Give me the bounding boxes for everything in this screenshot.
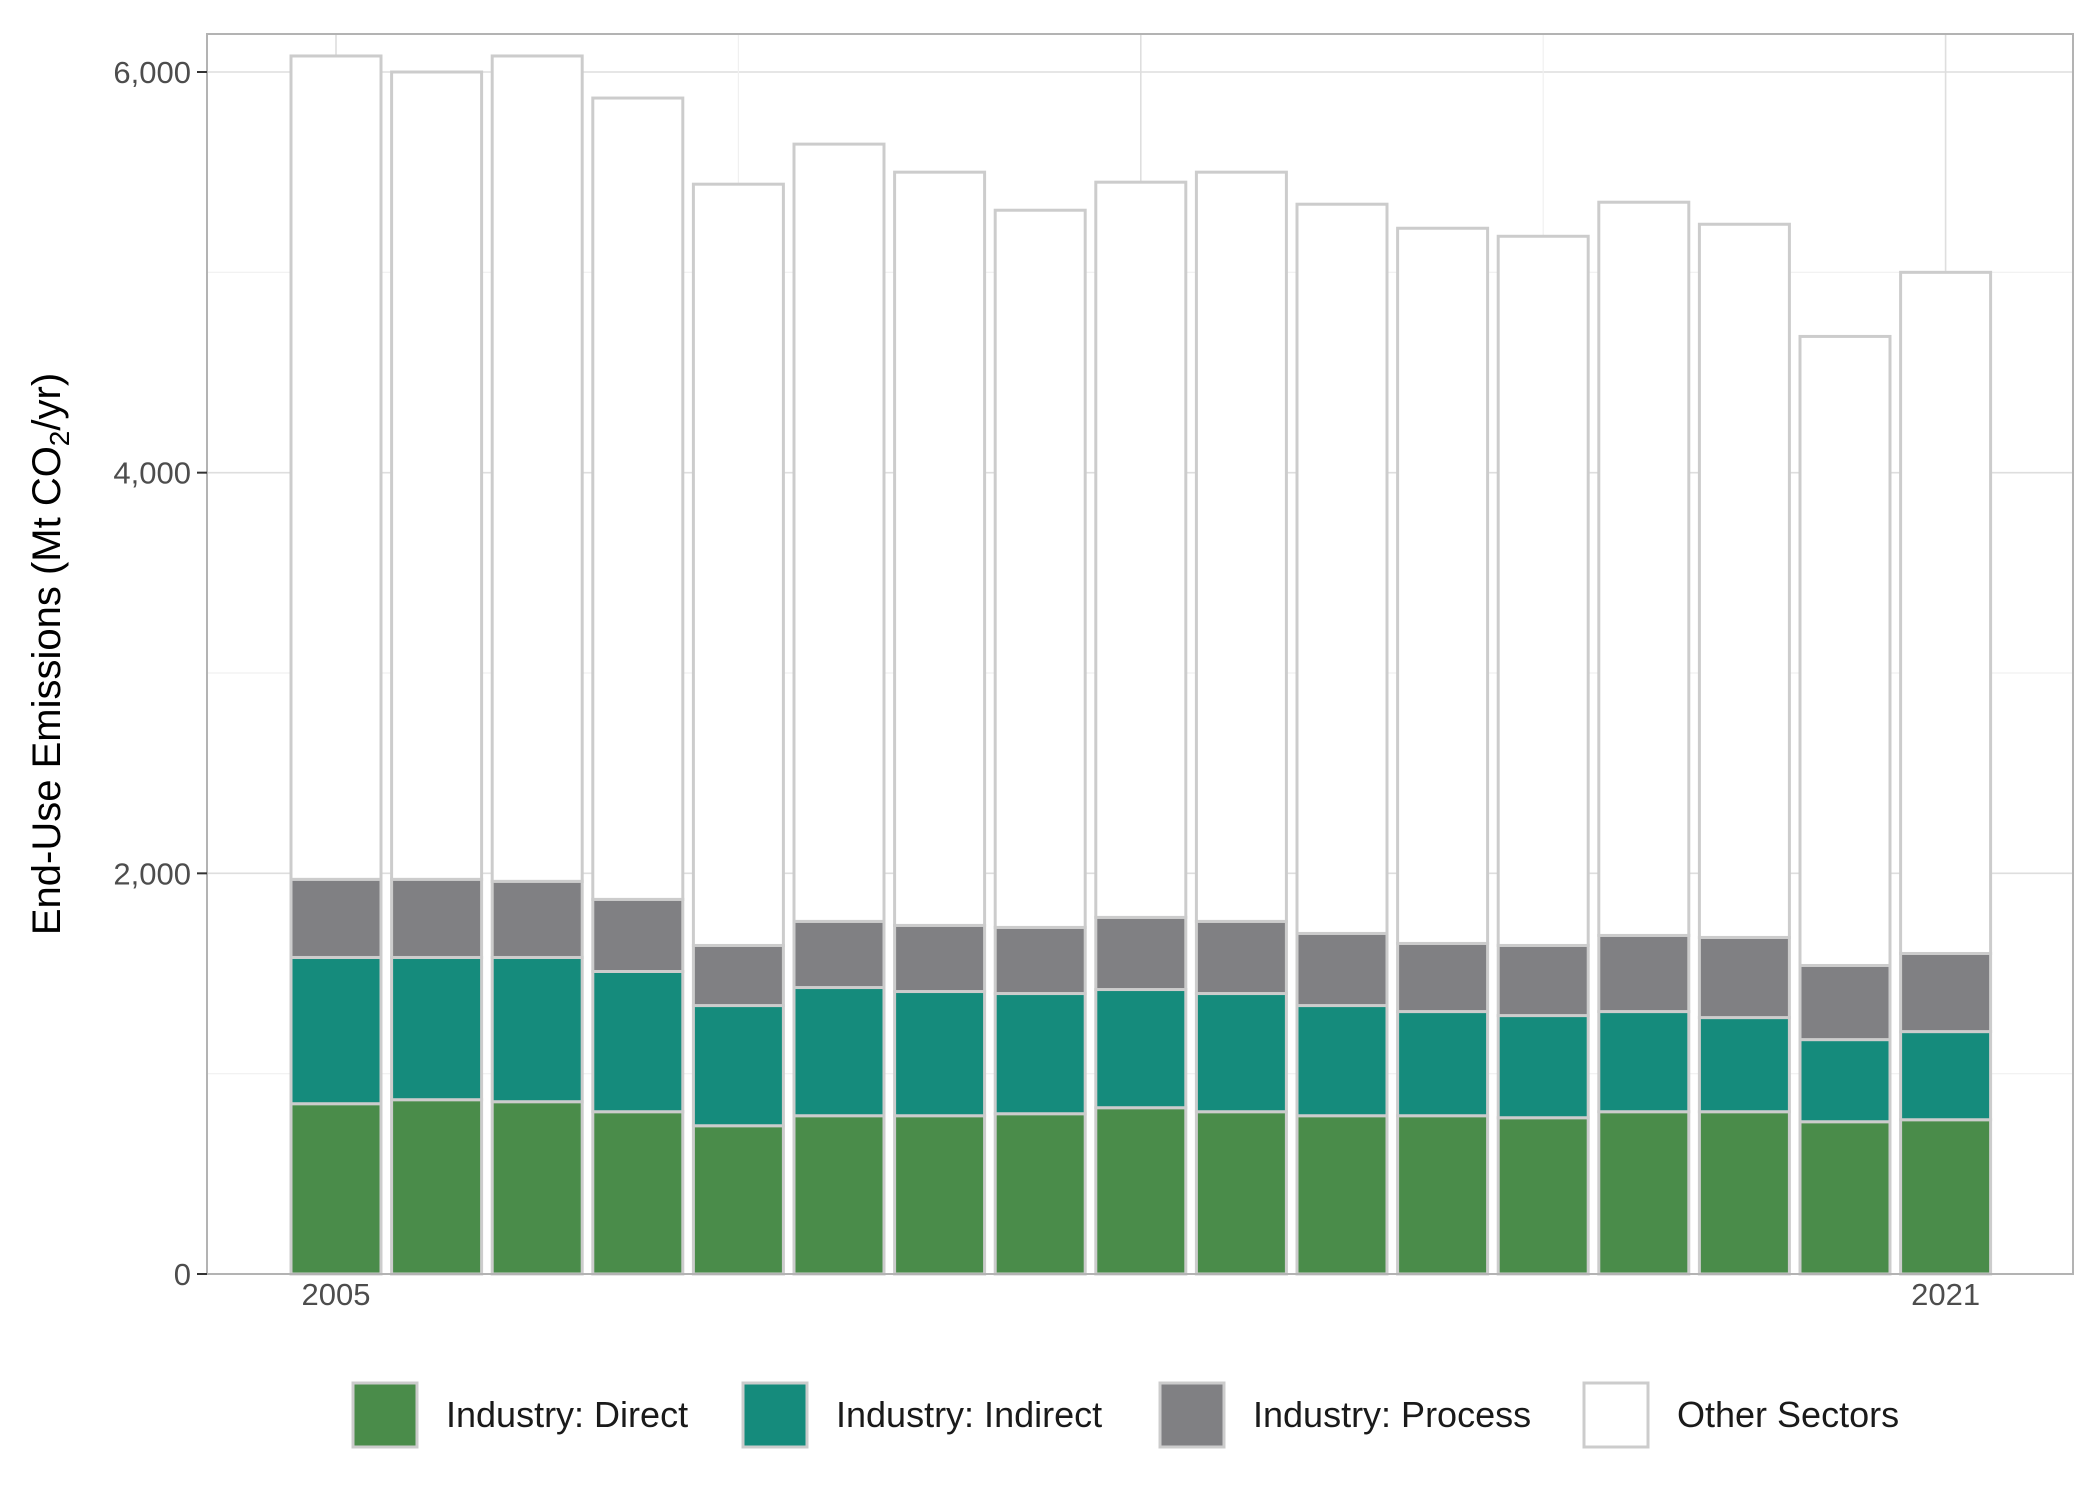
legend-key-industry-indirect: [741, 1381, 809, 1449]
bar-segment-industry-process-2012: [993, 925, 1087, 996]
bar-segment-other-sectors-2017: [1496, 234, 1590, 947]
bar-segment-industry-process-2021: [1899, 951, 1993, 1034]
bars: [289, 54, 1993, 1276]
legend-key-other-sectors: [1582, 1381, 1650, 1449]
bar-segment-industry-indirect-2005: [289, 955, 383, 1106]
bar-segment-industry-direct-2005: [289, 1102, 383, 1276]
bar-segment-industry-indirect-2009: [691, 1004, 785, 1128]
bar-segment-industry-indirect-2014: [1194, 992, 1288, 1114]
bar-segment-industry-indirect-2013: [1094, 988, 1188, 1110]
bar-segment-industry-direct-2009: [691, 1124, 785, 1276]
bar-segment-industry-indirect-2011: [893, 990, 987, 1118]
legend: Industry: Direct Industry: Indirect Indust…: [351, 1381, 1899, 1449]
bar-segment-other-sectors-2006: [390, 70, 484, 881]
bar-segment-industry-process-2016: [1396, 941, 1490, 1014]
bar-segment-industry-process-2013: [1094, 915, 1188, 992]
y-axis-title: End-Use Emissions (Mt CO2/yr): [25, 373, 75, 935]
legend-label-industry-direct: Industry: Direct: [446, 1394, 688, 1435]
bar-segment-industry-direct-2015: [1295, 1114, 1389, 1276]
bar-segment-industry-process-2009: [691, 943, 785, 1008]
bar-segment-industry-process-2019: [1697, 935, 1791, 1020]
y-axis-title-subscript: 2: [44, 431, 75, 447]
bar-segment-other-sectors-2010: [792, 142, 886, 923]
bar-segment-other-sectors-2005: [289, 54, 383, 881]
y-axis-title-prefix: End-Use Emissions (Mt CO: [25, 446, 69, 935]
bar-segment-other-sectors-2015: [1295, 202, 1389, 935]
bar-segment-industry-indirect-2007: [490, 955, 584, 1104]
y-tick-label: 0: [174, 1257, 191, 1292]
bar-segment-industry-direct-2006: [390, 1098, 484, 1276]
bar-segment-industry-direct-2012: [993, 1112, 1087, 1276]
y-axis-title-suffix: /yr): [25, 373, 69, 431]
bar-segment-industry-process-2010: [792, 919, 886, 990]
bar-segment-other-sectors-2021: [1899, 270, 1993, 955]
x-tick-label: 2021: [1911, 1277, 1980, 1312]
legend-label-industry-process: Industry: Process: [1253, 1394, 1531, 1435]
bar-segment-other-sectors-2013: [1094, 180, 1188, 919]
legend-key-industry-process: [1158, 1381, 1226, 1449]
bar-segment-other-sectors-2011: [893, 170, 987, 927]
bar-segment-industry-direct-2017: [1496, 1116, 1590, 1276]
bar-segment-industry-indirect-2015: [1295, 1004, 1389, 1118]
bar-segment-industry-process-2005: [289, 877, 383, 959]
bar-segment-other-sectors-2007: [490, 54, 584, 883]
bar-segment-industry-direct-2018: [1597, 1110, 1691, 1276]
legend-key-industry-direct: [351, 1381, 419, 1449]
bar-segment-other-sectors-2020: [1798, 334, 1892, 967]
y-tick-label: 4,000: [113, 456, 191, 491]
bar-segment-other-sectors-2008: [591, 96, 685, 901]
bar-segment-industry-direct-2016: [1396, 1114, 1490, 1276]
y-tick-label: 2,000: [113, 856, 191, 891]
bar-segment-industry-process-2015: [1295, 931, 1389, 1008]
panel-border: [206, 33, 2074, 1275]
bar-segment-industry-indirect-2016: [1396, 1010, 1490, 1118]
bar-segment-other-sectors-2019: [1697, 222, 1791, 939]
bar-segment-industry-process-2018: [1597, 933, 1691, 1014]
bar-segment-industry-direct-2007: [490, 1100, 584, 1276]
bar-segment-industry-process-2020: [1798, 963, 1892, 1042]
bar-segment-industry-process-2007: [490, 879, 584, 959]
bar-segment-industry-direct-2010: [792, 1114, 886, 1276]
bar-segment-industry-direct-2014: [1194, 1110, 1288, 1276]
bar-segment-other-sectors-2018: [1597, 200, 1691, 937]
bar-segment-industry-indirect-2006: [390, 955, 484, 1102]
x-axis: 2005 2021: [302, 1277, 1981, 1312]
bar-segment-industry-indirect-2010: [792, 986, 886, 1118]
bar-segment-industry-process-2017: [1496, 943, 1590, 1018]
x-tick-label: 2005: [302, 1277, 371, 1312]
bar-segment-other-sectors-2012: [993, 208, 1087, 929]
y-axis: 0 2,000 4,000 6,000: [113, 55, 207, 1292]
bar-segment-industry-indirect-2019: [1697, 1016, 1791, 1114]
bar-segment-other-sectors-2014: [1194, 170, 1288, 923]
legend-label-industry-indirect: Industry: Indirect: [836, 1394, 1102, 1435]
bar-segment-industry-process-2014: [1194, 919, 1288, 996]
bar-segment-other-sectors-2009: [691, 182, 785, 947]
bar-segment-industry-indirect-2017: [1496, 1014, 1590, 1120]
bar-segment-industry-indirect-2020: [1798, 1038, 1892, 1124]
bar-segment-industry-process-2008: [591, 897, 685, 973]
bar-segment-industry-direct-2013: [1094, 1106, 1188, 1276]
bar-segment-other-sectors-2016: [1396, 226, 1490, 945]
bar-segment-industry-indirect-2018: [1597, 1010, 1691, 1114]
bar-segment-industry-direct-2020: [1798, 1120, 1892, 1276]
bar-segment-industry-direct-2011: [893, 1114, 987, 1276]
y-tick-label: 6,000: [113, 55, 191, 90]
bar-segment-industry-direct-2019: [1697, 1110, 1791, 1276]
bar-segment-industry-process-2011: [893, 923, 987, 994]
bar-segment-industry-direct-2008: [591, 1110, 685, 1276]
bar-segment-industry-indirect-2012: [993, 992, 1087, 1116]
bar-segment-industry-indirect-2008: [591, 969, 685, 1114]
bar-segment-industry-indirect-2021: [1899, 1030, 1993, 1122]
legend-label-other-sectors: Other Sectors: [1677, 1394, 1899, 1435]
bar-segment-industry-direct-2021: [1899, 1118, 1993, 1276]
bar-segment-industry-process-2006: [390, 877, 484, 959]
